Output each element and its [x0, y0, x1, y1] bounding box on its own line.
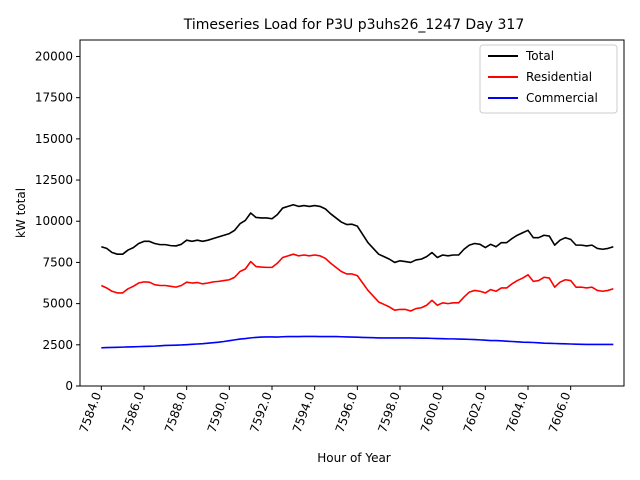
y-tick-label: 7500: [42, 255, 73, 269]
y-tick-label: 17500: [35, 91, 73, 105]
legend-label-residential: Residential: [526, 70, 592, 84]
series-line-total: [101, 203, 614, 264]
series-line-residential: [100, 253, 614, 312]
y-tick-label: 5000: [42, 297, 73, 311]
y-tick-label: 10000: [35, 214, 73, 228]
x-tick-label: 7588.0: [162, 390, 190, 434]
series-lines: [100, 203, 614, 349]
x-axis-ticks: 7584.0 7586.0 7588.0 7590.0 7592.0 7594.0 7596…: [77, 386, 574, 434]
x-tick-label: 7602.0: [461, 390, 489, 434]
legend-box: [479, 44, 618, 114]
y-tick-label: 0: [65, 379, 73, 393]
x-tick-label: 7598.0: [375, 390, 403, 434]
x-tick-label: 7594.0: [290, 390, 318, 434]
y-tick-label: 15000: [35, 132, 73, 146]
series-line-commercial: [101, 335, 614, 349]
x-tick-label: 7606.0: [546, 390, 574, 434]
y-tick-label: 12500: [35, 173, 73, 187]
x-tick-label: 7590.0: [205, 390, 233, 434]
chart-title: Timeseries Load for P3U p3uhs26_1247 Day…: [183, 17, 525, 33]
y-axis-label: kW total: [14, 188, 28, 238]
x-tick-label: 7592.0: [247, 390, 275, 434]
x-tick-label: 7584.0: [77, 390, 105, 434]
x-tick-label: 7600.0: [418, 390, 446, 434]
x-axis-label: Hour of Year: [317, 451, 391, 465]
y-tick-label: 2500: [42, 338, 73, 352]
x-tick-label: 7604.0: [503, 390, 531, 434]
legend-label-commercial: Commercial: [526, 91, 598, 105]
legend: Total Residential Commercial: [479, 44, 618, 114]
y-axis-ticks: 0 2500 5000 7500 10000 12500 15000 17500 20000: [35, 49, 80, 393]
x-tick-label: 7586.0: [119, 390, 147, 434]
y-tick-label: 20000: [35, 49, 73, 63]
legend-label-total: Total: [525, 49, 554, 63]
x-tick-label: 7596.0: [333, 390, 361, 434]
